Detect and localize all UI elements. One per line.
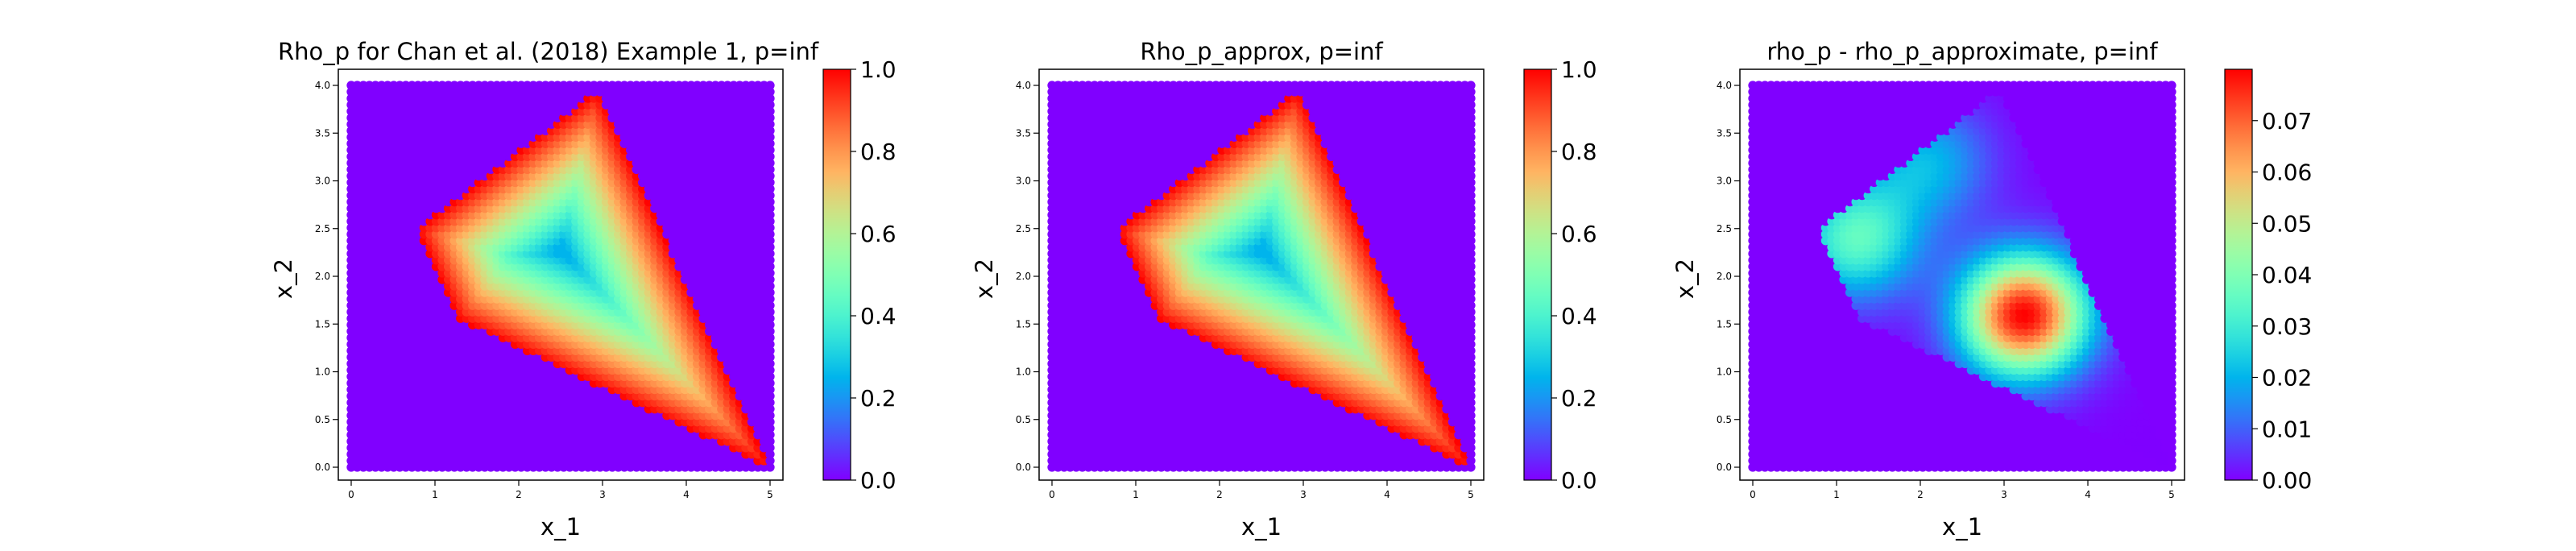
- chart-title: Rho_p_approx, p=inf: [1140, 38, 1383, 65]
- scatter-point: [765, 456, 775, 466]
- x-tick-label: 2: [516, 489, 522, 500]
- scatter-points: [346, 81, 775, 472]
- x-tick-label: 5: [767, 489, 773, 500]
- x-tick-label: 3: [599, 489, 606, 500]
- x-axis-label: x_1: [540, 513, 581, 541]
- y-tick-label: 3.5: [315, 127, 330, 139]
- colorbar-tick-label: 0.6: [860, 221, 897, 247]
- scatter-point: [765, 450, 775, 459]
- y-tick-label: 3.0: [315, 176, 330, 187]
- scatter-point: [765, 437, 775, 446]
- chart-panel-rho-p-approx: Rho_p_approx, p=inf 0 1 2 3 4 50.00.51.01.52.…: [971, 38, 1597, 541]
- colorbar-tick-label: 0.4: [860, 303, 897, 329]
- chart-title: Rho_p for Chan et al. (2018) Example 1, …: [278, 38, 819, 65]
- scatter-point: [765, 81, 775, 90]
- colorbar: [823, 69, 851, 480]
- y-tick-label: 2.5: [315, 223, 330, 234]
- y-tick-label: 0.5: [315, 414, 330, 425]
- y-axis-label: x_2: [270, 259, 297, 299]
- y-tick-label: 0.0: [315, 462, 330, 473]
- x-tick-label: 1: [432, 489, 438, 500]
- y-tick-label: 1.0: [315, 367, 330, 378]
- scatter-point: [765, 424, 775, 433]
- y-tick-label: 4.0: [315, 80, 330, 91]
- y-tick-label: 1.5: [315, 318, 330, 329]
- x-tick-label: 0: [348, 489, 354, 500]
- colorbar-tick-label: 0.8: [860, 139, 897, 165]
- scatter-point: [765, 443, 775, 453]
- y-tick-label: 2.0: [315, 271, 330, 282]
- scatter-point: [765, 430, 775, 440]
- colorbar-tick-label: 1.0: [860, 56, 897, 83]
- x-tick-label: 4: [683, 489, 690, 500]
- scatter-point: [765, 462, 775, 472]
- colorbar-tick-label: 0.0: [860, 467, 897, 494]
- colorbar-tick-label: 0.2: [860, 385, 897, 412]
- chart-panel-rho-p: Rho_p for Chan et al. (2018) Example 1, …: [270, 38, 897, 541]
- scatter-points: [1047, 81, 1476, 472]
